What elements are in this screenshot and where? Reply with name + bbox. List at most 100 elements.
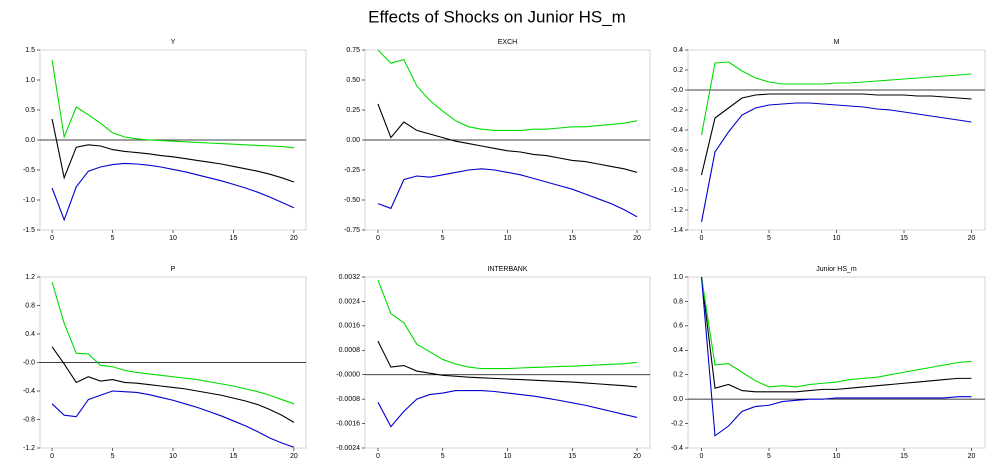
panel: EXCH -0.75 -0.50 -0.25 0.00 0.25 0.50 0.75 0 5 10 1… [344,39,651,242]
series-line [377,390,638,428]
y-tick-label: 0.4 [673,347,683,354]
y-tick-label: -0.0008 [336,396,360,403]
y-tick-label: -0.0000 [336,372,360,379]
y-tick-label: 0.5 [25,107,35,114]
panel: P -1.2 -0.8 -0.4 -0.0 0.4 0.8 1.2 0 5 10 15 20 [23,266,307,458]
y-tick-label: 0.0 [673,396,683,403]
x-tick-label: 20 [633,453,641,458]
x-tick-label: 20 [968,235,976,242]
series-line [700,61,972,136]
y-tick-label: 0.0016 [339,323,361,330]
y-tick-label: 0.0032 [339,274,361,281]
x-tick-label: 15 [230,235,238,242]
y-tick-label: -0.6 [671,147,683,154]
y-tick-label: 0.75 [346,47,360,54]
x-tick-label: 20 [290,453,298,458]
y-tick-label: -0.0 [23,359,35,366]
series-line [700,93,972,176]
panel-title: Junior HS_m [816,266,857,273]
panel-title: Y [171,39,176,46]
y-tick-label: -0.0 [671,87,683,94]
y-tick-label: 1.2 [25,274,35,281]
x-tick-label: 15 [568,453,576,458]
series-line [51,162,295,222]
series-line [51,60,294,149]
panel-title: P [171,266,176,273]
y-tick-label: -1.2 [671,207,683,214]
panel-title: INTERBANK [487,266,527,273]
panel: Y -1.5 -1.0 -0.5 0.0 0.5 1.0 1.5 0 5 10 15 20 [23,39,307,242]
y-tick-label: -1.2 [23,445,35,452]
series-line [700,276,972,393]
y-tick-label: 0.0024 [339,298,361,305]
y-tick-label: 0.4 [673,47,683,54]
x-tick-label: 10 [169,453,177,458]
x-tick-label: 20 [968,453,976,458]
x-tick-label: 5 [767,235,771,242]
y-tick-label: 0.00 [346,137,360,144]
x-tick-label: 15 [900,235,908,242]
y-tick-label: 0.2 [673,67,683,74]
y-tick-label: -0.25 [344,167,360,174]
series-line [51,281,295,405]
panel-title: EXCH [498,39,517,46]
series-line [51,390,295,448]
series-line [700,276,972,388]
y-tick-label: 0.2 [673,372,683,379]
y-tick-label: 0.50 [346,77,360,84]
x-tick-label: 10 [833,235,841,242]
x-tick-label: 5 [441,453,445,458]
figure-title: Effects of Shocks on Junior HS_m [368,7,626,26]
y-tick-label: 1.0 [25,77,35,84]
y-tick-label: 0.6 [673,323,683,330]
series-line [700,276,972,437]
y-tick-label: -0.4 [23,388,35,395]
y-tick-label: 0.0 [25,137,35,144]
y-tick-label: -1.5 [23,227,35,234]
x-tick-label: 10 [504,235,512,242]
y-tick-label: -0.4 [671,127,683,134]
y-tick-label: -1.0 [23,197,35,204]
series-line [377,279,638,370]
x-tick-label: 0 [376,235,380,242]
x-tick-label: 15 [230,453,238,458]
x-tick-label: 5 [767,453,771,458]
series-line [377,103,638,173]
series-line [51,346,295,423]
x-tick-label: 10 [504,453,512,458]
y-tick-label: 0.8 [673,298,683,305]
series-line [700,102,972,223]
series-line [377,168,638,218]
y-tick-label: 0.4 [25,331,35,338]
x-tick-label: 5 [111,453,115,458]
x-tick-label: 15 [900,453,908,458]
x-tick-label: 0 [700,453,704,458]
y-tick-label: -0.75 [344,227,360,234]
y-tick-label: 0.8 [25,302,35,309]
x-tick-label: 5 [441,235,445,242]
y-tick-label: -0.2 [671,107,683,114]
panel-title: M [834,39,840,46]
x-tick-label: 0 [50,235,54,242]
panel: Junior HS_m -0.4 -0.2 0.0 0.2 0.4 0.6 0.8 1.0 0 5 1… [671,266,986,458]
x-tick-label: 0 [50,453,54,458]
y-tick-label: -0.8 [23,416,35,423]
y-tick-label: -0.0016 [336,420,360,427]
x-tick-label: 20 [290,235,298,242]
y-tick-label: -0.4 [671,445,683,452]
y-tick-label: -0.5 [23,167,35,174]
x-tick-label: 10 [169,235,177,242]
x-tick-label: 0 [376,453,380,458]
x-tick-label: 5 [111,235,115,242]
x-tick-label: 15 [568,235,576,242]
series-line [51,118,295,183]
x-tick-label: 10 [833,453,841,458]
plot-frame [687,49,986,231]
x-tick-label: 20 [633,235,641,242]
series-line [377,340,638,388]
y-tick-label: -0.0024 [336,445,360,452]
panel: INTERBANK -0.0024 -0.0016 -0.0008 -0.0000 0.0… [336,266,651,458]
series-line [377,49,638,131]
y-tick-label: 0.25 [346,107,360,114]
